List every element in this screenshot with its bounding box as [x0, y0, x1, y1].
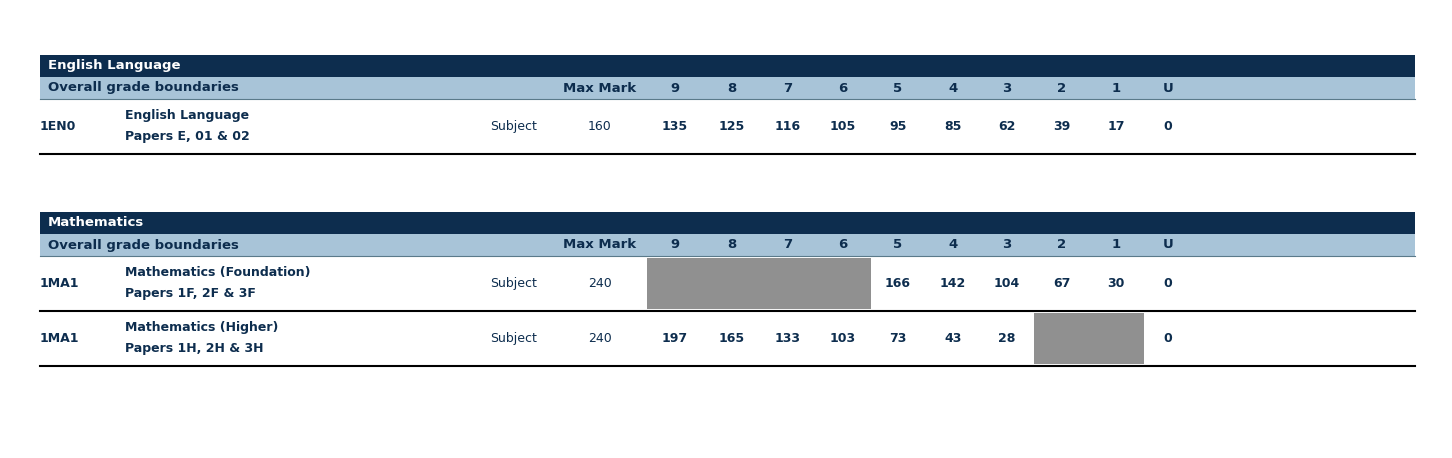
Text: 6: 6	[838, 239, 848, 251]
Text: 4: 4	[948, 239, 958, 251]
Text: 135: 135	[662, 120, 688, 133]
Text: 8: 8	[727, 82, 736, 94]
Text: Overall grade boundaries: Overall grade boundaries	[48, 82, 240, 94]
Bar	[41, 99, 1416, 154]
Text: 5: 5	[893, 239, 903, 251]
Text: 6: 6	[838, 82, 848, 94]
Bar	[41, 77, 1416, 99]
Text: 0: 0	[1163, 277, 1172, 290]
Text: Max Mark: Max Mark	[563, 82, 636, 94]
Text: 28: 28	[999, 332, 1016, 345]
Bar	[41, 311, 1416, 366]
Text: 17: 17	[1108, 120, 1125, 133]
Text: 197: 197	[662, 332, 688, 345]
Text: U: U	[1163, 239, 1173, 251]
Text: 7: 7	[784, 82, 793, 94]
Text: Mathematics (Higher): Mathematics (Higher)	[125, 321, 279, 334]
Text: 104: 104	[993, 277, 1021, 290]
Text: 103: 103	[831, 332, 857, 345]
Text: 85: 85	[944, 120, 961, 133]
Bar	[41, 234, 1416, 256]
Text: 142: 142	[939, 277, 966, 290]
Text: 43: 43	[944, 332, 961, 345]
Text: 0: 0	[1163, 120, 1172, 133]
Text: 8: 8	[727, 239, 736, 251]
Text: Overall grade boundaries: Overall grade boundaries	[48, 239, 240, 251]
Text: 1MA1: 1MA1	[41, 332, 80, 345]
Text: 9: 9	[671, 239, 680, 251]
Text: 39: 39	[1053, 120, 1070, 133]
Bar	[41, 256, 1416, 311]
Text: Papers E, 01 & 02: Papers E, 01 & 02	[125, 130, 250, 143]
Text: 1EN0: 1EN0	[41, 120, 77, 133]
Text: English Language: English Language	[125, 109, 250, 122]
Text: Mathematics (Foundation): Mathematics (Foundation)	[125, 266, 311, 279]
Text: 3: 3	[1002, 82, 1012, 94]
Text: Max Mark: Max Mark	[563, 239, 636, 251]
Bar	[41, 212, 1416, 234]
Text: U: U	[1163, 82, 1173, 94]
Text: 116: 116	[775, 120, 802, 133]
Text: 125: 125	[719, 120, 745, 133]
Text: 7: 7	[784, 239, 793, 251]
Text: 240: 240	[588, 332, 611, 345]
Text: 0: 0	[1163, 332, 1172, 345]
Text: 3: 3	[1002, 239, 1012, 251]
Text: 240: 240	[588, 277, 611, 290]
Text: 105: 105	[831, 120, 857, 133]
Text: 4: 4	[948, 82, 958, 94]
Bar	[1034, 313, 1144, 364]
Text: 95: 95	[889, 120, 906, 133]
Text: English Language: English Language	[48, 60, 180, 72]
Text: 2: 2	[1057, 82, 1067, 94]
Text: Subject: Subject	[489, 332, 537, 345]
Text: Subject: Subject	[489, 277, 537, 290]
Text: Subject: Subject	[489, 120, 537, 133]
Text: 165: 165	[719, 332, 745, 345]
Text: 5: 5	[893, 82, 903, 94]
Text: 67: 67	[1053, 277, 1070, 290]
Text: Mathematics: Mathematics	[48, 217, 144, 229]
Text: 166: 166	[886, 277, 910, 290]
Bar	[41, 55, 1416, 77]
Text: 30: 30	[1108, 277, 1125, 290]
Text: Papers 1F, 2F & 3F: Papers 1F, 2F & 3F	[125, 287, 256, 300]
Text: 73: 73	[889, 332, 906, 345]
Text: 1: 1	[1111, 82, 1121, 94]
Text: 2: 2	[1057, 239, 1067, 251]
Text: 9: 9	[671, 82, 680, 94]
Text: 1: 1	[1111, 239, 1121, 251]
Text: 62: 62	[999, 120, 1016, 133]
Text: 160: 160	[588, 120, 611, 133]
Text: 133: 133	[775, 332, 802, 345]
Text: Papers 1H, 2H & 3H: Papers 1H, 2H & 3H	[125, 342, 263, 355]
Bar	[648, 258, 871, 309]
Text: 1MA1: 1MA1	[41, 277, 80, 290]
